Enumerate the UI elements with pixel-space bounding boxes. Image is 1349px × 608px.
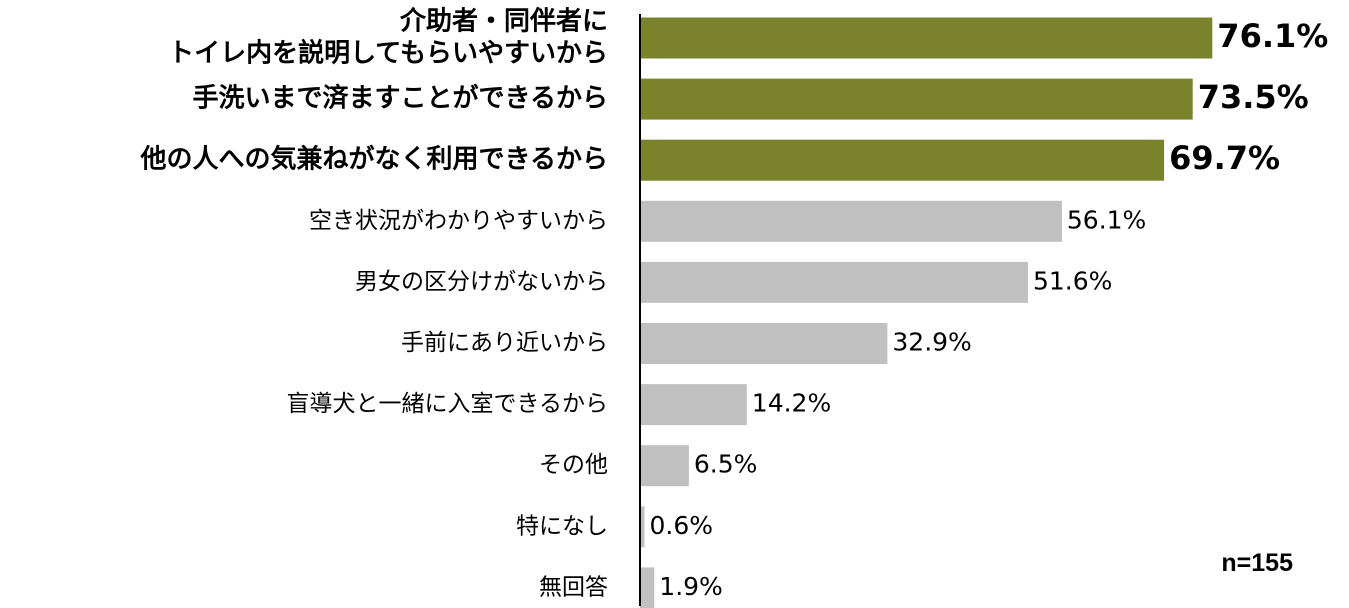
category-label-5: 手前にあり近いから (401, 330, 608, 356)
value-label-3: 56.1% (1067, 205, 1146, 234)
value-label-6: 14.2% (752, 389, 831, 418)
bar-3 (640, 200, 1062, 242)
bar-5 (640, 323, 888, 364)
bar-0 (640, 17, 1213, 59)
value-label-8: 0.6% (650, 511, 714, 540)
value-label-0: 76.1% (1217, 17, 1328, 55)
category-label-9: 無回答 (539, 574, 608, 600)
bar-4 (640, 261, 1028, 303)
value-label-4: 51.6% (1033, 266, 1112, 295)
sample-size-note: n=155 (1221, 549, 1293, 577)
category-label-6: 盲導犬と一緒に入室できるから (286, 391, 608, 417)
value-label-9: 1.9% (659, 572, 723, 601)
value-label-5: 32.9% (892, 328, 971, 357)
category-label-7: その他 (539, 452, 608, 478)
category-label-1: 手洗いまで済ますことができるから (193, 83, 608, 114)
category-label-8: 特になし (516, 513, 608, 539)
value-label-1: 73.5% (1198, 78, 1309, 116)
bar-8 (640, 506, 645, 548)
category-label-0-line-0: 介助者・同伴者に (399, 7, 608, 37)
bar-6 (640, 384, 747, 426)
bar-1 (640, 78, 1193, 120)
value-label-2: 69.7% (1169, 139, 1280, 177)
value-label-7: 6.5% (694, 450, 758, 479)
category-label-3: 空き状況がわかりやすいから (309, 208, 608, 234)
bar-7 (640, 445, 689, 487)
category-label-2: 他の人への気兼ねがなく利用できるから (140, 144, 608, 175)
category-label-0-line-1: トイレ内を説明してもらいやすいから (168, 38, 608, 69)
bar-2 (640, 139, 1165, 181)
bar-9 (640, 567, 655, 608)
category-label-4: 男女の区分けがないから (355, 269, 608, 295)
